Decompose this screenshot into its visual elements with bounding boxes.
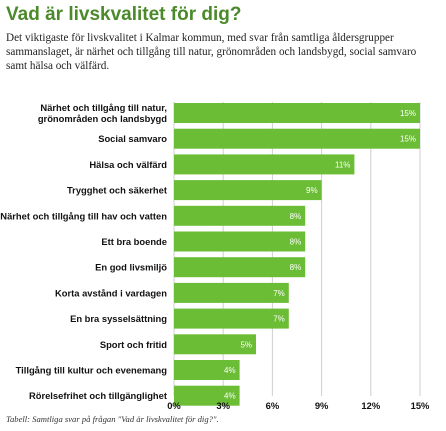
- category-label-6: En god livsmiljö: [95, 262, 167, 273]
- category-label-4: Närhet och tillgång till hav och vatten: [0, 210, 167, 221]
- table-caption: Tabell: Samtliga svar på frågan "Vad är …: [6, 414, 219, 424]
- value-label-4: 8%: [290, 212, 302, 221]
- bar-8: [174, 308, 289, 329]
- value-label-6: 8%: [290, 263, 302, 272]
- x-tick-label-0: 0%: [167, 400, 181, 411]
- bar-9: [174, 334, 256, 355]
- value-label-2: 11%: [335, 160, 350, 169]
- value-label-10: 4%: [224, 366, 236, 375]
- bar-6: [174, 257, 306, 278]
- category-label-11: Rörelsefrihet och tillgänglighet: [29, 390, 167, 401]
- value-label-9: 5%: [240, 340, 252, 349]
- bar-4: [174, 205, 306, 226]
- bar-5: [174, 231, 306, 252]
- bar-7: [174, 282, 289, 303]
- value-label-11: 4%: [224, 392, 236, 401]
- value-label-3: 9%: [306, 186, 318, 195]
- bar-10: [174, 360, 240, 380]
- category-label-2: Hälsa och välfärd: [89, 159, 167, 170]
- x-tick-label-1: 3%: [216, 400, 230, 411]
- category-label-5: Ett bra boende: [101, 236, 167, 247]
- category-label-0: Närhet och tillgång till natur, grönområd…: [38, 102, 167, 124]
- bar-11: [174, 385, 240, 406]
- category-label-10: Tillgång till kultur och evenemang: [16, 365, 168, 376]
- value-label-7: 7%: [273, 289, 285, 298]
- category-labels: Närhet och tillgång till natur, grönområd…: [0, 102, 167, 401]
- category-label-1: Social samvaro: [98, 133, 167, 144]
- category-label-7: Korta avstånd i vardagen: [55, 287, 167, 298]
- bar-3: [174, 180, 322, 201]
- bar-2: [174, 154, 355, 175]
- bars: 15% 15% 11% 9% 8% 8% 8% 7% 7% 5% 4% 4%: [174, 103, 420, 406]
- x-tick-label-2: 6%: [266, 400, 280, 411]
- category-label-9: Sport och fritid: [100, 339, 167, 350]
- bar-1: [174, 128, 420, 149]
- bar-0: [174, 103, 420, 123]
- value-label-0: 15%: [400, 109, 416, 118]
- x-axis-ticks: 0% 3% 6% 9% 12% 15%: [167, 400, 430, 411]
- value-label-1: 15%: [400, 135, 416, 144]
- intro-text: Det viktigaste för livskvalitet i Kalmar…: [6, 32, 417, 72]
- category-label-8: En bra sysselsättning: [70, 313, 167, 324]
- category-label-3: Trygghet och säkerhet: [67, 185, 167, 196]
- x-tick-label-3: 9%: [315, 400, 329, 411]
- value-label-5: 8%: [290, 238, 302, 247]
- page-title: Vad är livskvalitet för dig?: [6, 4, 242, 25]
- bar-chart: 15% 15% 11% 9% 8% 8% 8% 7% 7% 5% 4% 4% Närhet och t…: [0, 102, 430, 411]
- value-label-8: 7%: [273, 315, 285, 324]
- x-tick-label-5: 15%: [411, 400, 430, 411]
- x-tick-label-4: 12%: [361, 400, 380, 411]
